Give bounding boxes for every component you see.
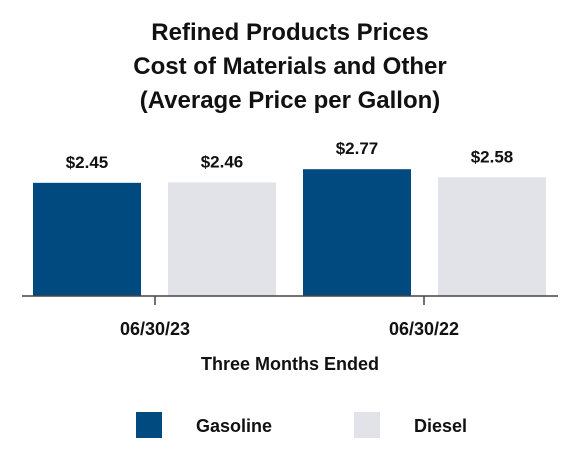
bar-value-label-gasoline-1: $2.45 bbox=[66, 153, 109, 172]
chart-title: Refined Products Prices Cost of Material… bbox=[133, 19, 446, 114]
bar-labels-group: $2.45 $2.77 $2.46 $2.58 bbox=[66, 139, 514, 172]
legend-label-gasoline: Gasoline bbox=[196, 416, 272, 436]
title-line-3: (Average Price per Gallon) bbox=[140, 87, 441, 114]
x-axis-title: Three Months Ended bbox=[201, 354, 379, 374]
bar-value-label-diesel-2: $2.58 bbox=[471, 147, 514, 166]
legend-label-diesel: Diesel bbox=[414, 416, 467, 436]
bar-diesel-1 bbox=[168, 182, 276, 296]
bar-value-label-gasoline-2: $2.77 bbox=[336, 139, 379, 158]
bar-gasoline-1 bbox=[33, 182, 141, 296]
x-tick-label-2: 06/30/22 bbox=[389, 319, 459, 339]
bar-diesel-2 bbox=[438, 177, 546, 296]
legend-swatch-gasoline bbox=[136, 412, 162, 438]
legend-swatch-diesel bbox=[354, 412, 380, 438]
title-line-2: Cost of Materials and Other bbox=[133, 53, 446, 80]
x-tick-label-1: 06/30/23 bbox=[120, 319, 190, 339]
bars-group bbox=[33, 169, 546, 296]
legend: Gasoline Diesel bbox=[136, 412, 467, 438]
title-line-1: Refined Products Prices bbox=[151, 19, 428, 46]
bar-value-label-diesel-1: $2.46 bbox=[201, 152, 244, 171]
bar-gasoline-2 bbox=[303, 169, 411, 296]
